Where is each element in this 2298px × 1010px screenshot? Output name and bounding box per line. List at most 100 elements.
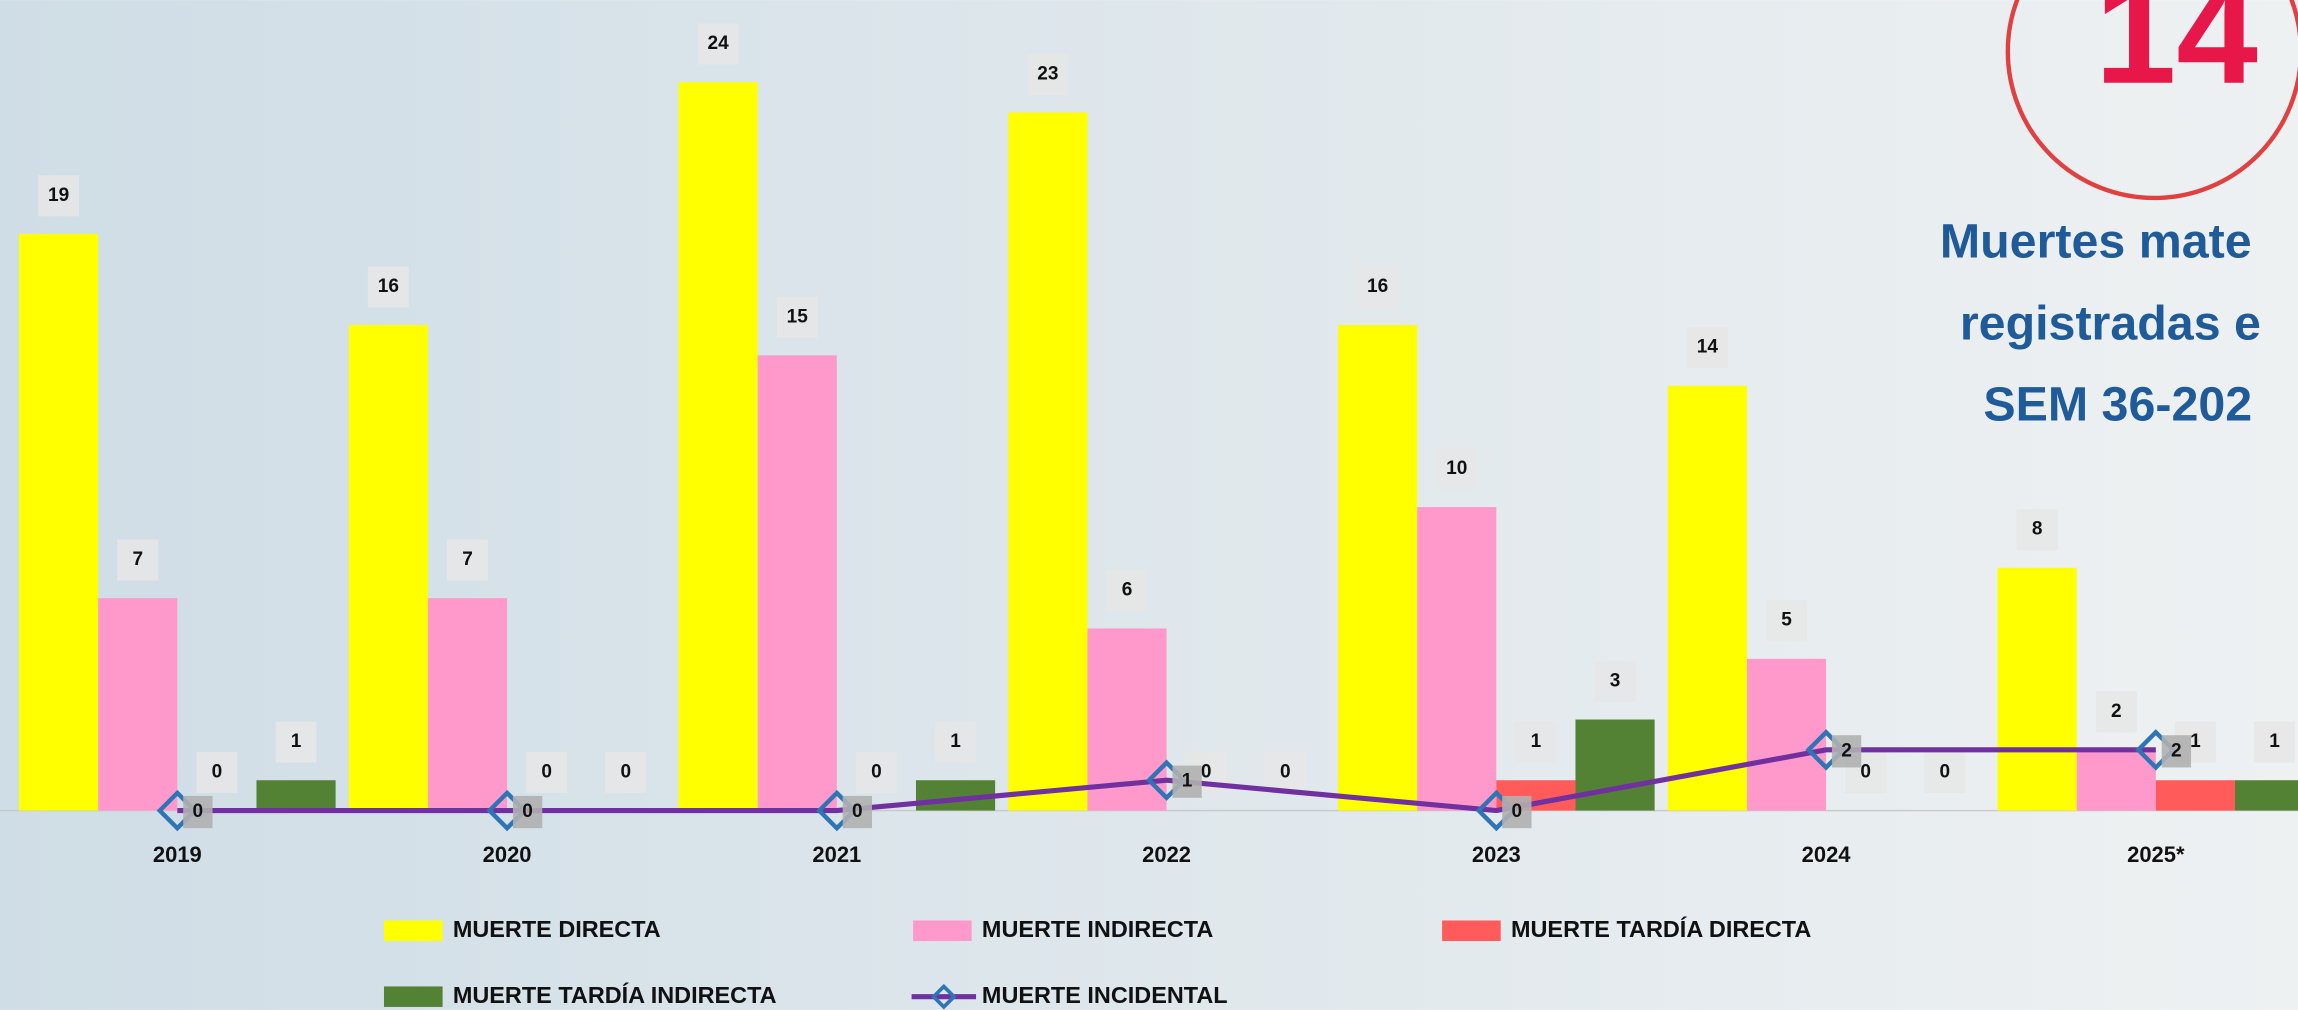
data-label-box — [1831, 735, 1862, 768]
data-label-box — [1027, 53, 1069, 95]
bar — [1667, 385, 1747, 811]
x-tick-label: 2024 — [1802, 842, 1852, 867]
legend-label: MUERTE INCIDENTAL — [982, 982, 1228, 1008]
legend-label: MUERTE INDIRECTA — [982, 916, 1213, 942]
badge-circle — [2005, 0, 2298, 201]
badge-text: SEM 36-202 — [1983, 377, 2252, 431]
data-label-box — [526, 751, 568, 793]
bar — [678, 82, 758, 811]
bar — [19, 233, 99, 811]
data-label: 2 — [1841, 740, 1852, 761]
data-label-box — [855, 751, 897, 793]
data-label: 5 — [1781, 610, 1792, 631]
data-label-box — [196, 751, 238, 793]
data-label-box — [1264, 751, 1306, 793]
data-label-box — [935, 721, 977, 763]
legend-label: MUERTE TARDÍA INDIRECTA — [453, 981, 777, 1008]
badge-text: Muertes mate — [1940, 215, 2252, 269]
data-label-box — [183, 795, 213, 829]
data-label: 24 — [708, 33, 730, 54]
data-label: 0 — [193, 801, 204, 822]
data-label-box — [2161, 735, 2192, 768]
x-tick-label: 2019 — [153, 842, 202, 867]
line — [177, 747, 2156, 814]
data-label: 1 — [2190, 731, 2201, 752]
data-label: 1 — [950, 731, 961, 752]
data-label-box — [38, 175, 80, 217]
data-label: 1 — [1531, 731, 1542, 752]
data-label-box — [2254, 721, 2296, 763]
bar — [2076, 749, 2156, 811]
data-label: 0 — [522, 801, 533, 822]
legend-label: MUERTE DIRECTA — [453, 916, 661, 942]
data-label: 1 — [1182, 771, 1193, 792]
bar — [1575, 719, 1655, 811]
data-label: 19 — [48, 185, 69, 206]
legend-label: MUERTE TARDÍA DIRECTA — [1511, 915, 1811, 942]
legend-swatch — [383, 920, 443, 942]
data-label: 0 — [212, 761, 223, 782]
bar — [2155, 780, 2235, 811]
data-label-box — [367, 266, 409, 308]
bar — [1997, 567, 2077, 811]
x-tick-label: 2025* — [2127, 842, 2185, 867]
data-label: 8 — [2032, 519, 2043, 540]
data-label: 16 — [378, 276, 399, 297]
bar — [427, 598, 508, 811]
data-label: 10 — [1446, 458, 1467, 479]
data-label: 0 — [541, 761, 552, 782]
data-label-box — [1502, 795, 1532, 829]
data-label-box — [446, 539, 489, 581]
data-label: 1 — [2269, 731, 2280, 752]
data-label: 2 — [2171, 740, 2182, 761]
legend-swatch — [930, 983, 957, 1010]
data-label-box — [605, 751, 647, 793]
data-label: 0 — [620, 761, 631, 782]
bar — [1417, 507, 1497, 811]
bar — [2234, 780, 2298, 811]
data-label-box — [1766, 600, 1808, 642]
x-tick-label: 2021 — [812, 842, 861, 867]
data-label: 3 — [1610, 670, 1621, 691]
data-label-box — [776, 296, 818, 338]
data-label: 0 — [1280, 761, 1291, 782]
data-label: 6 — [1122, 579, 1133, 600]
bar — [256, 780, 336, 811]
data-label: 0 — [1860, 761, 1871, 782]
data-label: 15 — [787, 306, 809, 327]
data-label: 0 — [871, 761, 882, 782]
data-label-box — [1436, 448, 1478, 490]
badge-number: 14 — [2095, 0, 2258, 115]
bar — [98, 598, 178, 811]
legend-swatch — [383, 986, 443, 1007]
legend-swatch — [1442, 920, 1501, 942]
data-label: 2 — [2111, 701, 2122, 722]
data-label-box — [1357, 266, 1399, 308]
bar — [1338, 324, 1418, 811]
data-label-box — [2095, 691, 2137, 733]
badge-text: registradas e — [1960, 297, 2261, 351]
data-label-box — [842, 795, 873, 829]
data-label: 0 — [1201, 761, 1212, 782]
data-label: 7 — [132, 549, 143, 570]
data-label-box — [1172, 765, 1202, 798]
data-label: 1 — [291, 731, 302, 752]
bar — [757, 355, 837, 811]
data-label-box — [512, 795, 543, 829]
bar — [1008, 112, 1088, 811]
bar — [1746, 658, 1827, 811]
data-label: 14 — [1697, 337, 1719, 358]
data-label-box — [1594, 660, 1636, 702]
legend-swatch — [913, 920, 972, 942]
data-label: 0 — [852, 801, 863, 822]
data-label: 23 — [1037, 63, 1058, 84]
data-label-box — [1686, 327, 1728, 369]
data-label-box — [2016, 509, 2058, 551]
data-label: 16 — [1367, 276, 1388, 297]
data-label: 0 — [1512, 801, 1523, 822]
data-label: 0 — [1940, 761, 1951, 782]
x-tick-label: 2020 — [483, 842, 532, 867]
data-label-box — [1106, 569, 1148, 611]
